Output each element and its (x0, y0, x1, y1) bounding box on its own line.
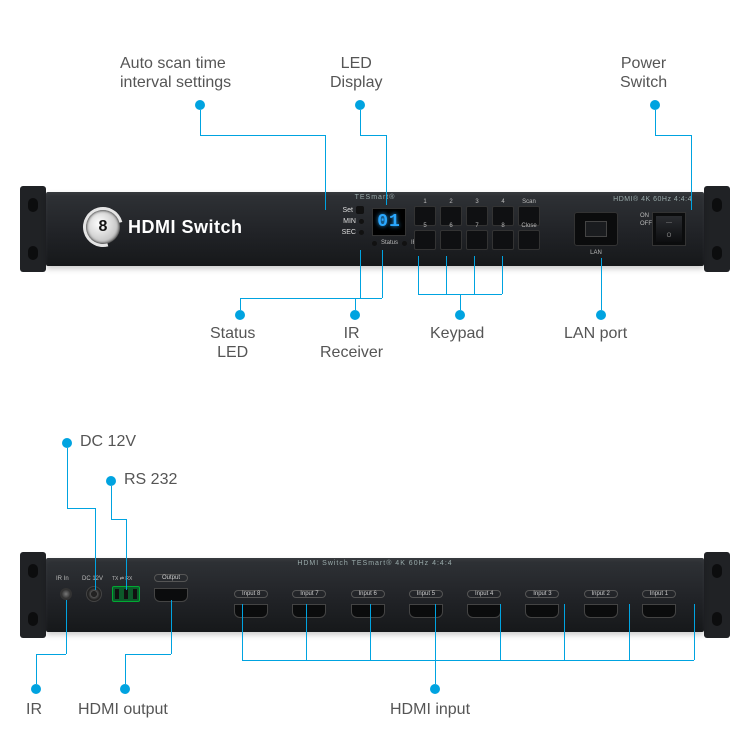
logo-text: HDMI Switch (128, 217, 243, 238)
brand-top-right: HDMI® 4K 60Hz 4:4:4 (613, 196, 692, 203)
rack-ear-left (20, 552, 46, 638)
hdmi-input-port (409, 604, 443, 618)
hdmi-input-label: Input 5 (409, 590, 443, 598)
callout-led-display: LED Display (330, 54, 382, 92)
device-front: TESmart® HDMI® 4K 60Hz 4:4:4 8 HDMI Swit… (20, 186, 730, 272)
hdmi-input-port (584, 604, 618, 618)
dc-12v-label: DC 12V (82, 576, 103, 582)
hdmi-input-label: Input 3 (525, 590, 559, 598)
hdmi-input-label: Input 2 (584, 590, 618, 598)
callout-rs232: RS 232 (124, 470, 177, 489)
auto-scan-set-block: Set MIN SEC (326, 206, 364, 240)
callout-power-switch: Power Switch (620, 54, 667, 92)
callout-dot (120, 684, 130, 694)
hdmi-input-port (467, 604, 501, 618)
callout-dot (455, 310, 465, 320)
callout-dot (31, 684, 41, 694)
status-led-dot (372, 241, 377, 246)
callout-status-led: Status LED (210, 324, 255, 362)
hdmi-input-port (292, 604, 326, 618)
callout-dot (650, 100, 660, 110)
callout-keypad: Keypad (430, 324, 484, 343)
ir-receiver-dot (402, 241, 407, 246)
rear-brand-top: HDMI Switch TESmart® 4K 60Hz 4:4:4 (46, 560, 704, 567)
key-5: 5 (414, 230, 436, 250)
status-ir-row: Status IR (372, 240, 417, 246)
hdmi-input-label: Input 6 (351, 590, 385, 598)
led-display-value: 01 (377, 212, 401, 232)
callout-dc12v: DC 12V (80, 432, 136, 451)
rack-ear-right (704, 552, 730, 638)
hdmi-input-port (525, 604, 559, 618)
callout-lan-port: LAN port (564, 324, 627, 343)
callout-dot (106, 476, 116, 486)
power-switch: —O (652, 212, 686, 246)
callout-hdmi-input: HDMI input (390, 700, 470, 719)
led-display: 01 (372, 208, 406, 236)
product-logo: 8 HDMI Switch (86, 210, 243, 244)
key-8: 8 (492, 230, 514, 250)
hdmi-input-port (234, 604, 268, 618)
rear-chassis: HDMI Switch TESmart® 4K 60Hz 4:4:4 IR In… (46, 558, 704, 632)
callout-ir-receiver: IR Receiver (320, 324, 383, 362)
hdmi-input-label: Input 7 (292, 590, 326, 598)
keypad: 1 2 3 4 Scan 5 6 7 8 Close (414, 206, 540, 250)
key-7: 7 (466, 230, 488, 250)
dc-12v-jack (86, 586, 102, 602)
callout-dot (350, 310, 360, 320)
callout-dot (195, 100, 205, 110)
front-chassis: TESmart® HDMI® 4K 60Hz 4:4:4 8 HDMI Swit… (46, 192, 704, 266)
hdmi-input-port (351, 604, 385, 618)
key-close: Close (518, 230, 540, 250)
hdmi-input-label: Input 1 (642, 590, 676, 598)
callout-dot (62, 438, 72, 448)
hdmi-input-label: Input 4 (467, 590, 501, 598)
brand-top-center: TESmart® (46, 194, 704, 201)
hdmi-output-label: Output (154, 574, 188, 582)
callout-dot (235, 310, 245, 320)
callout-ir: IR (26, 700, 42, 719)
callout-dot (430, 684, 440, 694)
key-6: 6 (440, 230, 462, 250)
callout-dot (355, 100, 365, 110)
ir-in-label: IR In (56, 576, 69, 582)
hdmi-input-port (642, 604, 676, 618)
callout-auto-scan: Auto scan time interval settings (120, 54, 231, 92)
callout-hdmi-output: HDMI output (78, 700, 168, 719)
callout-dot (596, 310, 606, 320)
hdmi-inputs-group: Input 8 Input 7 Input 6 Input 5 Input 4 Input… (222, 574, 688, 622)
rack-ear-right (704, 186, 730, 272)
rs232-label: TX ⇄ RX (112, 576, 132, 582)
ir-in-jack (60, 588, 72, 600)
rack-ear-left (20, 186, 46, 272)
lan-port (574, 212, 618, 246)
hdmi-input-label: Input 8 (234, 590, 268, 598)
lan-port-label: LAN (574, 250, 618, 256)
power-on-off-text: ONOFF (640, 212, 652, 229)
